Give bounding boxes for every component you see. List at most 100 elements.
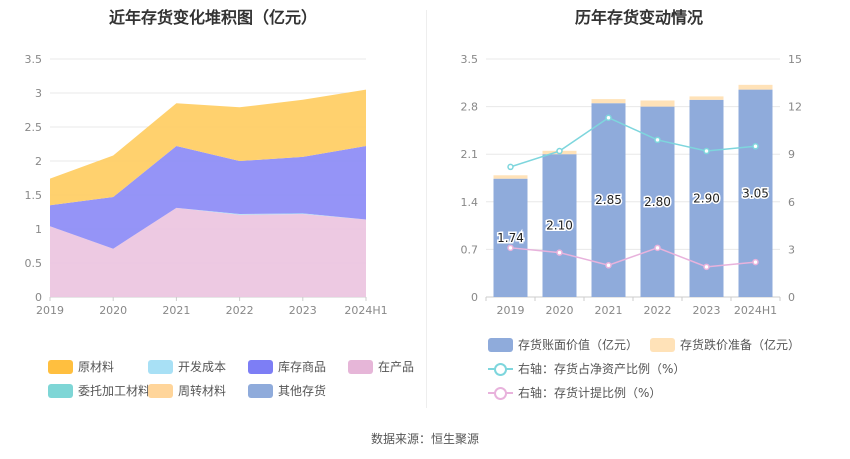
line-point: [507, 244, 514, 252]
y-tick-label: 3.5: [25, 53, 43, 66]
legend-swatch: [488, 386, 513, 400]
line-point: [752, 258, 759, 266]
y-tick-label: 1.4: [461, 196, 479, 209]
legend-swatch: [248, 359, 273, 374]
inventory-bar: [493, 178, 528, 297]
x-tick-label: 2022: [226, 304, 254, 317]
line-point: [703, 263, 710, 271]
area-series-0: [50, 207, 366, 297]
line-point: [703, 147, 710, 155]
area-series-2: [50, 146, 366, 249]
inventory-change-panel: 历年存货变动情况 0 0.7 1.4 2.1 2.8 3.5 0 3 6 9 12 15 1.74 2.1…: [428, 0, 850, 420]
bar-value-label: 1.74: [497, 231, 524, 245]
inventory-change-title: 历年存货变动情况: [574, 8, 703, 27]
x-tick-label: 2020: [546, 304, 574, 317]
y-tick-label: 0.5: [25, 257, 43, 270]
y2-tick-label: 3: [788, 243, 795, 256]
line-point: [605, 262, 612, 269]
y-tick-label: 3: [35, 87, 42, 100]
line-point: [556, 249, 563, 256]
line-point: [507, 163, 514, 171]
y2-tick-label: 0: [788, 291, 795, 304]
line-series-0: [510, 116, 756, 168]
legend-label: 开发成本: [178, 360, 227, 374]
legend-swatch: [488, 337, 513, 352]
y-tick-label: 1: [35, 223, 42, 236]
x-tick-label: 2019: [36, 304, 64, 317]
legend-swatch: [650, 337, 675, 352]
y-tick-label: 3.5: [461, 53, 479, 66]
impairment-bar: [689, 96, 724, 100]
y-tick-label: 2.1: [461, 148, 479, 161]
y-tick-label: 0.7: [461, 243, 479, 256]
legend-item[interactable]: 右轴：存货计提比例（%）: [488, 384, 661, 401]
line-point: [752, 143, 759, 150]
legend-label: 周转材料: [178, 384, 227, 398]
legend-label: 库存商品: [278, 360, 327, 374]
stacked-area-chart: 0 0.5 1 1.5 2 2.5 3 3.5 2019 2020 2021 2022 2023 2024…: [25, 53, 388, 317]
inventory-legend: 存货账面价值（亿元） 存货跌价准备（亿元） 右轴：存货占净资产比例（%） 右轴：存货计…: [488, 336, 848, 406]
legend-label: 右轴：存货计提比例（%）: [518, 386, 662, 400]
x-tick-label: 2024H1: [344, 304, 387, 317]
inventory-bar: [542, 154, 577, 297]
impairment-bar: [591, 99, 626, 104]
bar-value-label: 2.85: [595, 193, 622, 207]
x-tick-label: 2023: [289, 304, 317, 317]
x-tick-label: 2021: [162, 304, 190, 317]
line-point: [654, 244, 661, 252]
bar-value-label: 2.10: [546, 219, 573, 233]
legend-label: 委托加工材料: [78, 384, 151, 398]
legend-swatch: [488, 362, 513, 376]
legend-item[interactable]: 存货账面价值（亿元）: [488, 336, 638, 353]
legend-label: 存货账面价值（亿元）: [518, 338, 639, 352]
x-tick-label: 2024H1: [734, 304, 777, 317]
y-tick-label: 2.8: [461, 101, 479, 114]
y2-tick-label: 15: [788, 53, 802, 66]
y2-tick-label: 6: [788, 196, 795, 209]
x-tick-label: 2022: [644, 304, 672, 317]
legend-label: 存货跌价准备（亿元）: [680, 338, 801, 352]
legend-item[interactable]: 存货跌价准备（亿元）: [650, 336, 800, 353]
legend-swatch: [248, 383, 273, 398]
legend-item[interactable]: 周转材料: [148, 382, 226, 399]
y-tick-label: 0: [35, 291, 42, 304]
legend-swatch: [148, 383, 173, 398]
x-tick-label: 2019: [497, 304, 525, 317]
bar-value-label: 2.80: [644, 195, 671, 209]
y-tick-label: 2.5: [25, 121, 43, 134]
legend-swatch: [348, 359, 373, 374]
legend-item[interactable]: 开发成本: [148, 358, 226, 375]
line-series-1: [510, 247, 756, 268]
impairment-bar: [640, 100, 675, 107]
legend-swatch: [48, 383, 73, 398]
y-tick-label: 2: [35, 155, 42, 168]
legend-item[interactable]: 委托加工材料: [48, 382, 150, 399]
stacked-area-panel: 近年存货变化堆积图（亿元） 0 0.5 1 1.5 2 2.5 3 3.5 2019 2020 20…: [0, 0, 426, 420]
inventory-bar-chart: 0 0.7 1.4 2.1 2.8 3.5 0 3 6 9 12 15 1.74 2.10 2.85 2.80…: [461, 53, 803, 317]
legend-item[interactable]: 库存商品: [248, 358, 326, 375]
legend-item[interactable]: 原材料: [48, 358, 114, 375]
y2-tick-label: 9: [788, 148, 795, 161]
legend-item[interactable]: 在产品: [348, 358, 414, 375]
legend-label: 在产品: [378, 360, 415, 374]
data-source-note: 数据来源：恒生聚源: [370, 432, 479, 446]
y-tick-label: 0: [471, 291, 478, 304]
x-tick-label: 2023: [693, 304, 721, 317]
legend-label: 原材料: [78, 360, 115, 374]
line-point: [605, 114, 612, 121]
legend-item[interactable]: 右轴：存货占净资产比例（%）: [488, 360, 685, 377]
impairment-bar: [738, 84, 773, 90]
x-tick-label: 2020: [99, 304, 127, 317]
bar-value-label: 2.90: [693, 191, 720, 205]
legend-swatch: [48, 359, 73, 374]
x-tick-label: 2021: [595, 304, 623, 317]
legend-item[interactable]: 其他存货: [248, 382, 326, 399]
stacked-area-title: 近年存货变化堆积图（亿元）: [108, 8, 317, 27]
stacked-area-legend: 原材料 开发成本 库存商品 在产品委托加工材料 周转材料 其他存货: [48, 358, 418, 408]
impairment-bar: [493, 175, 528, 179]
line-point: [654, 136, 661, 144]
panel-divider: [426, 10, 427, 408]
legend-label: 其他存货: [278, 384, 327, 398]
y2-tick-label: 12: [788, 101, 802, 114]
